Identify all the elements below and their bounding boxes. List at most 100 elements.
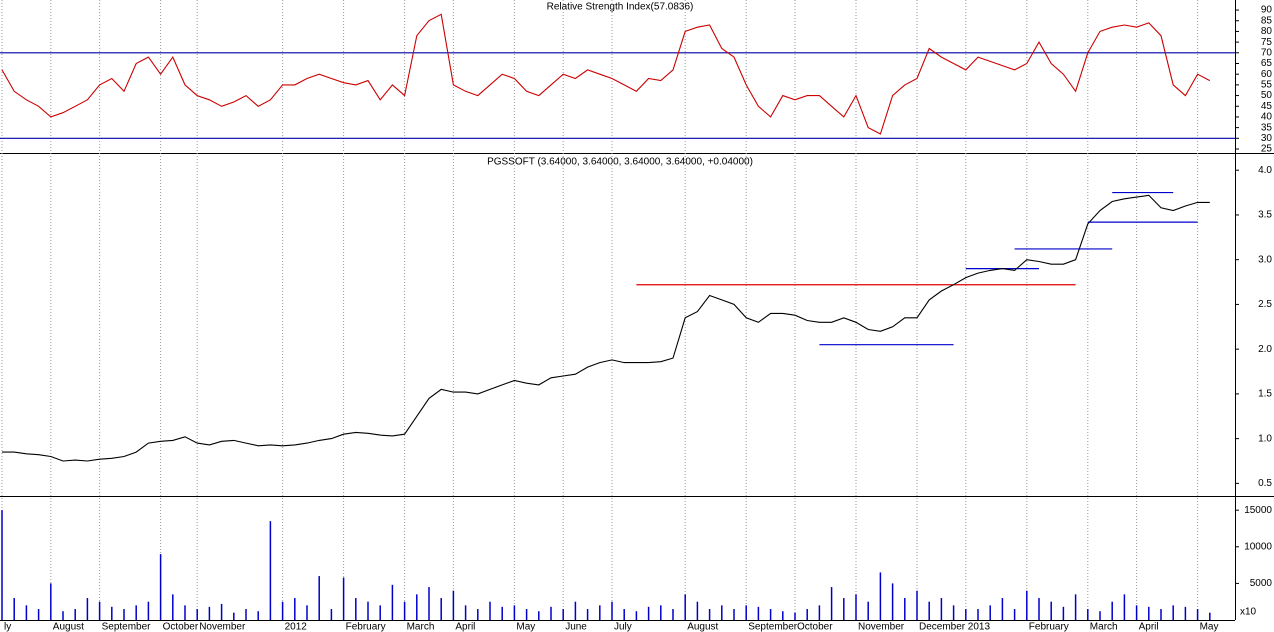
- volume-bar: [1135, 605, 1138, 620]
- x-tick-label: September: [102, 622, 152, 632]
- volume-bar: [269, 521, 272, 620]
- volume-bar: [806, 609, 808, 620]
- volume-bar: [86, 598, 89, 620]
- data-line: [1, 13, 1211, 135]
- volume-bar: [684, 594, 686, 620]
- volume-bar: [513, 605, 516, 620]
- volume-bar: [855, 594, 857, 620]
- y-tick-label: 1.0: [1258, 433, 1272, 444]
- volume-bar: [672, 609, 674, 620]
- volume-bar: [708, 609, 711, 620]
- x-tick-label: November: [199, 622, 246, 632]
- x-tick-label: 2013: [968, 622, 991, 632]
- y-tick-label: 2.5: [1258, 299, 1272, 310]
- y-tick-label: 0.5: [1258, 478, 1272, 489]
- volume-bar: [172, 594, 174, 620]
- volume-bar: [525, 609, 528, 620]
- y-tick-label: 45: [1261, 101, 1273, 112]
- volume-bar: [477, 609, 479, 620]
- x-tick-label: November: [858, 622, 905, 632]
- volume-bar: [452, 590, 455, 620]
- y-tick-label: 3.0: [1258, 254, 1272, 265]
- volume-bar: [159, 554, 162, 620]
- y-tick-label: 30: [1261, 133, 1273, 144]
- volume-bar: [1099, 611, 1101, 620]
- y-tick-label: 90: [1261, 5, 1273, 16]
- volume-bar: [123, 609, 125, 620]
- volume-bar: [306, 605, 308, 620]
- volume-bar: [220, 603, 223, 620]
- volume-bar: [50, 583, 52, 620]
- volume-bar: [769, 609, 772, 620]
- x-tick-label: July: [614, 622, 632, 632]
- volume-bar: [965, 609, 967, 620]
- volume-bar: [1184, 606, 1187, 620]
- volume-bar: [25, 605, 28, 620]
- volume-bar: [1062, 606, 1065, 620]
- volume-bar: [379, 605, 381, 620]
- x-tick-label: February: [346, 622, 386, 632]
- y-tick-label: 1.5: [1258, 389, 1272, 400]
- volume-bar: [757, 606, 760, 620]
- volume-bar: [1111, 601, 1113, 620]
- volume-bar: [1123, 594, 1126, 620]
- x-tick-label: June: [565, 622, 587, 632]
- y-tick-label: 55: [1261, 80, 1273, 91]
- volume-bar: [1050, 601, 1052, 620]
- x-tick-label: October: [163, 622, 199, 632]
- y-tick-label: 25: [1261, 144, 1273, 155]
- volume-bar: [574, 601, 577, 620]
- volume-bar: [843, 598, 845, 620]
- volume-bar: [977, 609, 979, 620]
- volume-bar: [550, 606, 552, 620]
- data-line: [2, 194, 1210, 462]
- x-tick-label: March: [407, 622, 435, 632]
- y-tick-label: 85: [1261, 15, 1273, 26]
- volume-bar: [281, 601, 284, 620]
- y-tick-label: 15000: [1244, 505, 1272, 516]
- x-tick-label: May: [1200, 622, 1219, 632]
- volume-bar: [416, 594, 418, 620]
- x-tick-label: April: [1139, 622, 1159, 632]
- volume-bar: [330, 609, 333, 620]
- y-tick-label: 4.0: [1258, 165, 1272, 176]
- volume-bar: [1209, 612, 1211, 620]
- y-tick-label: 60: [1261, 69, 1273, 80]
- volume-bar: [501, 606, 503, 620]
- volume-bar: [586, 609, 589, 620]
- volume-bar: [257, 611, 259, 620]
- x-tick-label: February: [1029, 622, 1069, 632]
- x-tick-label: August: [687, 622, 718, 632]
- volume-bar: [208, 606, 211, 620]
- volume-bar: [245, 609, 247, 620]
- panel-title: PGSSOFT (3.64000, 3.64000, 3.64000, 3.64…: [487, 157, 753, 168]
- unit-label: x10: [1240, 607, 1257, 618]
- y-tick-label: 2.0: [1258, 344, 1272, 355]
- volume-bar: [989, 605, 991, 620]
- volume-bar: [562, 609, 564, 620]
- y-tick-label: 50: [1261, 90, 1273, 101]
- volume-bar: [1087, 609, 1089, 620]
- volume-bar: [1001, 598, 1004, 620]
- volume-bar: [367, 601, 369, 620]
- x-tick-label: October: [797, 622, 833, 632]
- y-tick-label: 3.5: [1258, 210, 1272, 221]
- panel-title: Relative Strength Index(57.0836): [547, 2, 694, 13]
- volume-bar: [318, 576, 320, 620]
- volume-bar: [135, 605, 137, 620]
- volume-bar: [635, 611, 638, 620]
- y-tick-label: 10000: [1244, 541, 1272, 552]
- volume-bar: [733, 609, 735, 620]
- volume-bar: [98, 601, 101, 620]
- volume-bar: [538, 611, 540, 620]
- volume-bar: [1, 510, 3, 620]
- volume-bar: [342, 577, 345, 620]
- x-tick-label: April: [455, 622, 475, 632]
- volume-bar: [1196, 609, 1199, 620]
- x-tick-label: August: [53, 622, 84, 632]
- x-tick-label: March: [1090, 622, 1118, 632]
- volume-bar: [879, 572, 882, 620]
- volume-bar: [928, 601, 930, 620]
- x-tick-label: ly: [4, 622, 11, 632]
